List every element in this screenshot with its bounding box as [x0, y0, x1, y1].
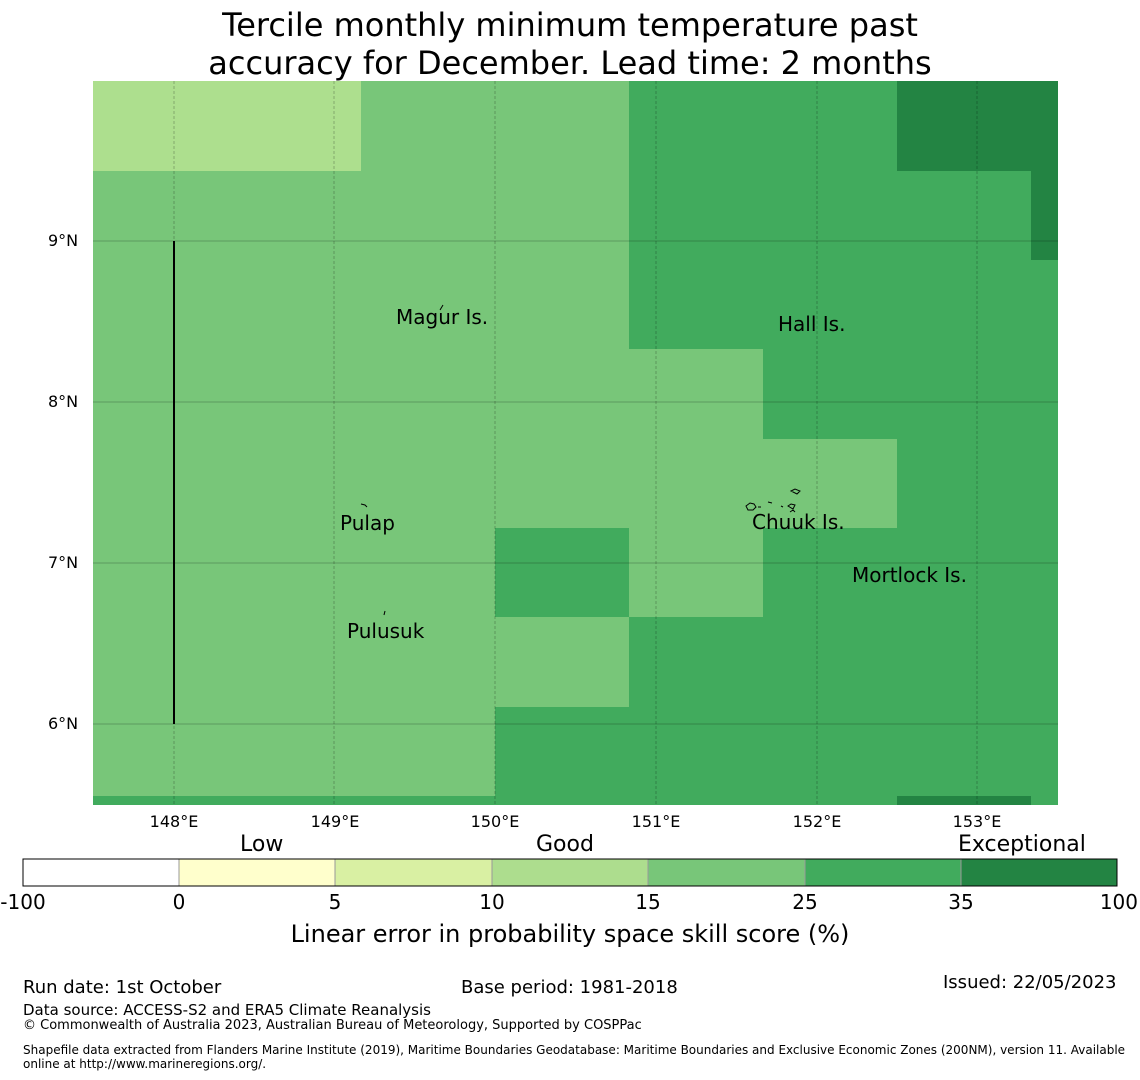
skill-cell [93, 81, 361, 171]
skill-cell [629, 81, 897, 349]
magur-island-icon [439, 304, 444, 311]
colorbar-segment [179, 859, 335, 886]
place-label-mortlock: Mortlock Is. [852, 563, 967, 587]
base-period: Base period: 1981-2018 [461, 977, 678, 998]
place-label-chuuk: Chuuk Is. [752, 510, 845, 534]
colorbar-category-exceptional: Exceptional [958, 832, 1086, 857]
lon-tick-label: 150°E [470, 812, 520, 831]
lon-tick-label: 148°E [149, 812, 199, 831]
lon-tick-label: 149°E [310, 812, 360, 831]
colorbar-segment [23, 859, 179, 886]
colorbar [22, 858, 1118, 887]
issued-date: Issued: 22/05/2023 [943, 972, 1117, 993]
skill-cell [897, 171, 1058, 805]
colorbar-segment [335, 859, 492, 886]
colorbar-tick-label: -100 [0, 890, 46, 914]
place-label-hall: Hall Is. [778, 312, 846, 336]
colorbar-segment [648, 859, 805, 886]
lon-tick-label: 152°E [792, 812, 842, 831]
skill-cell [93, 796, 495, 805]
skill-cell [763, 528, 897, 805]
colorbar-category-low: Low [240, 832, 284, 857]
island-outlines [360, 304, 801, 616]
pulap-island-icon [360, 503, 368, 508]
colorbar-category-good: Good [536, 832, 594, 857]
place-label-pulusuk: Pulusuk [347, 619, 425, 643]
place-label-pulap: Pulap [340, 511, 395, 535]
shapefile-credit-line-1: Shapefile data extracted from Flanders M… [23, 1043, 1126, 1057]
run-date: Run date: 1st October [23, 977, 222, 998]
lat-tick-label: 6°N [48, 714, 79, 733]
skill-cell [629, 617, 763, 805]
title-line-2: accuracy for December. Lead time: 2 mont… [208, 44, 932, 82]
data-source: Data source: ACCESS-S2 and ERA5 Climate … [23, 1001, 431, 1019]
colorbar-tick-label: 15 [635, 890, 661, 914]
skill-cell [763, 349, 897, 439]
copyright: © Commonwealth of Australia 2023, Austra… [23, 1018, 642, 1033]
skill-cell [897, 796, 1031, 805]
colorbar-tick-label: 5 [328, 890, 342, 914]
colorbar-tick-label: 35 [948, 890, 974, 914]
place-label-magur: Magur Is. [396, 305, 489, 329]
lon-tick-label: 153°E [952, 812, 1002, 831]
colorbar-segment [961, 859, 1117, 886]
skill-map [93, 81, 1058, 805]
shapefile-credit-line-2: online at http://www.marineregions.org/. [23, 1057, 267, 1071]
lon-tick-label: 151°E [631, 812, 681, 831]
colorbar-segment [805, 859, 961, 886]
pulusuk-island-icon [383, 610, 386, 616]
colorbar-tick-label: 25 [792, 890, 818, 914]
colorbar-tick-label: 0 [172, 890, 186, 914]
skill-cell [897, 81, 1058, 171]
chart-title: Tercile monthly minimum temperature past… [0, 6, 1140, 82]
title-line-1: Tercile monthly minimum temperature past [222, 6, 918, 44]
skill-cell [1031, 171, 1058, 260]
colorbar-segment [492, 859, 648, 886]
skill-cell [495, 707, 629, 805]
lat-tick-label: 7°N [48, 553, 79, 572]
chuuk-lagoon-icon [745, 488, 801, 513]
skill-cell [495, 528, 629, 617]
colorbar-label: Linear error in probability space skill … [290, 920, 850, 948]
colorbar-tick-label: 10 [479, 890, 505, 914]
colorbar-tick-label: 100 [1099, 890, 1138, 914]
lat-tick-label: 9°N [48, 231, 79, 250]
lat-tick-label: 8°N [48, 392, 79, 411]
